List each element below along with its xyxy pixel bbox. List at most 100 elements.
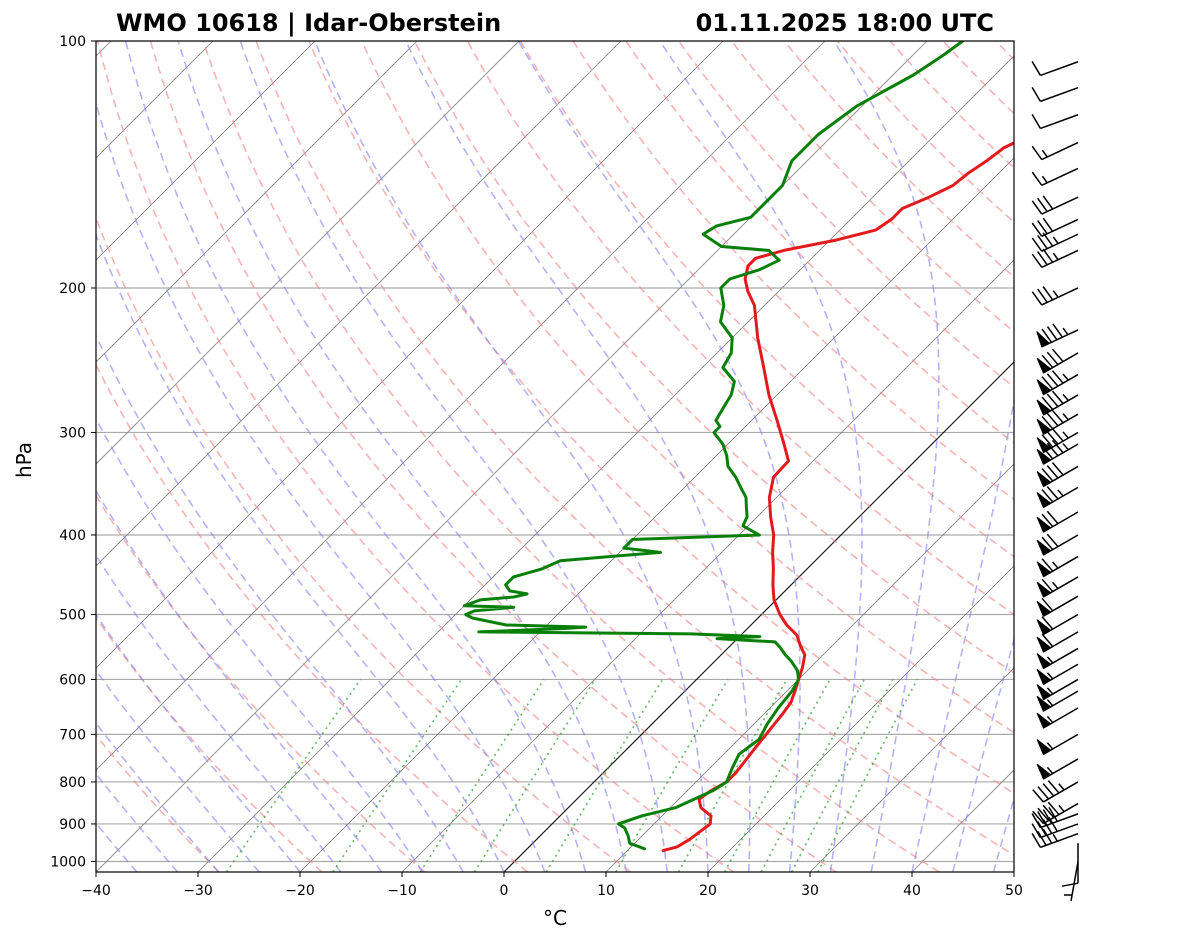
wind-barb-feather	[1042, 286, 1054, 301]
wind-barb-feather	[1031, 813, 1042, 828]
wind-barb-flag	[1036, 331, 1051, 348]
dry-adiabat-line	[96, 215, 631, 872]
moist-adiabat-line	[517, 41, 801, 872]
wind-barb-feather	[1042, 809, 1053, 824]
isotherm-line	[605, 463, 1014, 872]
title-station: WMO 10618 | Idar-Oberstein	[116, 9, 501, 37]
wind-barb-feather	[1041, 396, 1054, 411]
wind-barb-feather	[1031, 222, 1043, 237]
x-tick-label: −10	[387, 883, 417, 899]
mixing-ratio-line	[760, 679, 866, 872]
wind-barb-feather	[1041, 434, 1054, 448]
wind-barb-half-feather	[1046, 742, 1054, 750]
x-tick-label: −30	[183, 883, 213, 899]
dry-adiabat-line	[308, 41, 1014, 795]
wind-barb-flag	[1036, 581, 1052, 598]
wind-barb-staff	[1040, 61, 1079, 77]
wind-barb-feather	[1042, 217, 1054, 232]
dry-adiabat-line	[625, 41, 1014, 444]
isotherm-line	[707, 565, 1014, 872]
wind-barb-feather	[1048, 807, 1058, 822]
wind-barb-feather	[1041, 578, 1054, 593]
isotherm-line	[96, 41, 724, 669]
x-tick-label: −40	[81, 883, 111, 899]
wind-barb-feather	[1037, 251, 1048, 266]
wind-barb	[1036, 323, 1079, 348]
wind-barb-flag	[1036, 379, 1052, 396]
wind-barb-flag	[1036, 695, 1052, 712]
wind-barb	[1036, 462, 1079, 488]
wind-barb-feather	[1046, 373, 1059, 387]
wind-barb-flag	[1036, 539, 1052, 556]
mixing-ratio-line	[790, 679, 894, 872]
wind-barb-feather	[1032, 789, 1044, 803]
wind-barb	[1031, 114, 1079, 130]
wind-barb-feather	[1041, 633, 1054, 647]
wind-barb-flag	[1036, 739, 1052, 756]
wind-barb-feather	[1031, 114, 1042, 129]
wind-barb-feather	[1037, 234, 1048, 250]
y-tick-label: 800	[59, 775, 86, 791]
wind-barb-feather	[1042, 804, 1055, 819]
wind-barb-flag	[1036, 561, 1052, 578]
y-tick-label: 400	[59, 528, 86, 544]
wind-barb	[1036, 439, 1079, 465]
wind-barb	[1031, 195, 1079, 215]
wind-barb	[1036, 370, 1079, 396]
wind-barb	[1036, 555, 1079, 578]
wind-barb-feather	[1041, 328, 1053, 343]
wind-barb-feather	[1046, 393, 1059, 408]
wind-barb-half-feather	[1062, 327, 1069, 336]
wind-barb	[1032, 780, 1079, 803]
wind-barb	[1036, 595, 1079, 617]
dry-adiabats	[96, 41, 1014, 872]
x-tick-label: 10	[597, 883, 615, 899]
wind-barb-flag	[1036, 437, 1052, 454]
wind-barb	[1031, 167, 1079, 187]
wind-barb	[1031, 232, 1079, 252]
title-datetime: 01.11.2025 18:00 UTC	[696, 9, 994, 37]
wind-barb-feather	[1046, 486, 1059, 500]
wind-barb-half-feather	[1046, 687, 1054, 695]
plot-frame	[95, 40, 1015, 873]
wind-barb-half-feather	[1041, 149, 1048, 158]
wind-barb-feather	[1031, 832, 1042, 848]
wind-barb-feather	[1041, 513, 1054, 528]
moist-adiabat-line	[314, 41, 709, 872]
wind-barbs	[1031, 61, 1079, 901]
wind-barb	[1031, 817, 1079, 839]
wind-barb-half-feather	[1046, 699, 1054, 707]
isotherm-line	[96, 41, 826, 771]
wind-barb-feather	[1046, 510, 1059, 525]
wind-barb	[1036, 390, 1079, 416]
wind-barb	[1031, 807, 1079, 829]
wind-barb-feather	[1042, 195, 1054, 210]
wind-barb-staff	[1041, 167, 1079, 187]
wind-barb	[1036, 690, 1079, 712]
wind-barb-feather	[1037, 220, 1048, 235]
moist-adiabat-line	[833, 41, 940, 872]
wind-barb-staff	[1040, 832, 1079, 849]
wind-barb-feather	[1037, 197, 1048, 212]
wind-barb-feather	[1051, 409, 1064, 424]
wind-barb-staff	[1040, 114, 1079, 130]
y-tick-label: 100	[59, 34, 86, 50]
wind-barb-feather	[1031, 145, 1043, 160]
wind-barb-flag	[1036, 516, 1052, 533]
isotherm-line	[96, 41, 316, 261]
wind-barb-flag	[1036, 399, 1052, 416]
wind-barb-half-feather	[1052, 252, 1059, 261]
dry-adiabat-line	[149, 41, 837, 872]
dry-adiabat-line	[836, 41, 1014, 224]
mixing-ratio-line	[473, 678, 596, 872]
temperature-profile-line	[661, 141, 1014, 853]
wind-barb	[1036, 428, 1079, 454]
wind-barb-half-feather	[1046, 672, 1054, 680]
dry-adiabat-line	[413, 41, 1014, 675]
wind-barb-feather	[1052, 323, 1064, 338]
y-axis: 100 200 300 400 500 600 700 800 900 1000	[50, 34, 96, 870]
wind-barb	[1036, 758, 1079, 780]
wind-barb-feather	[1037, 830, 1047, 846]
